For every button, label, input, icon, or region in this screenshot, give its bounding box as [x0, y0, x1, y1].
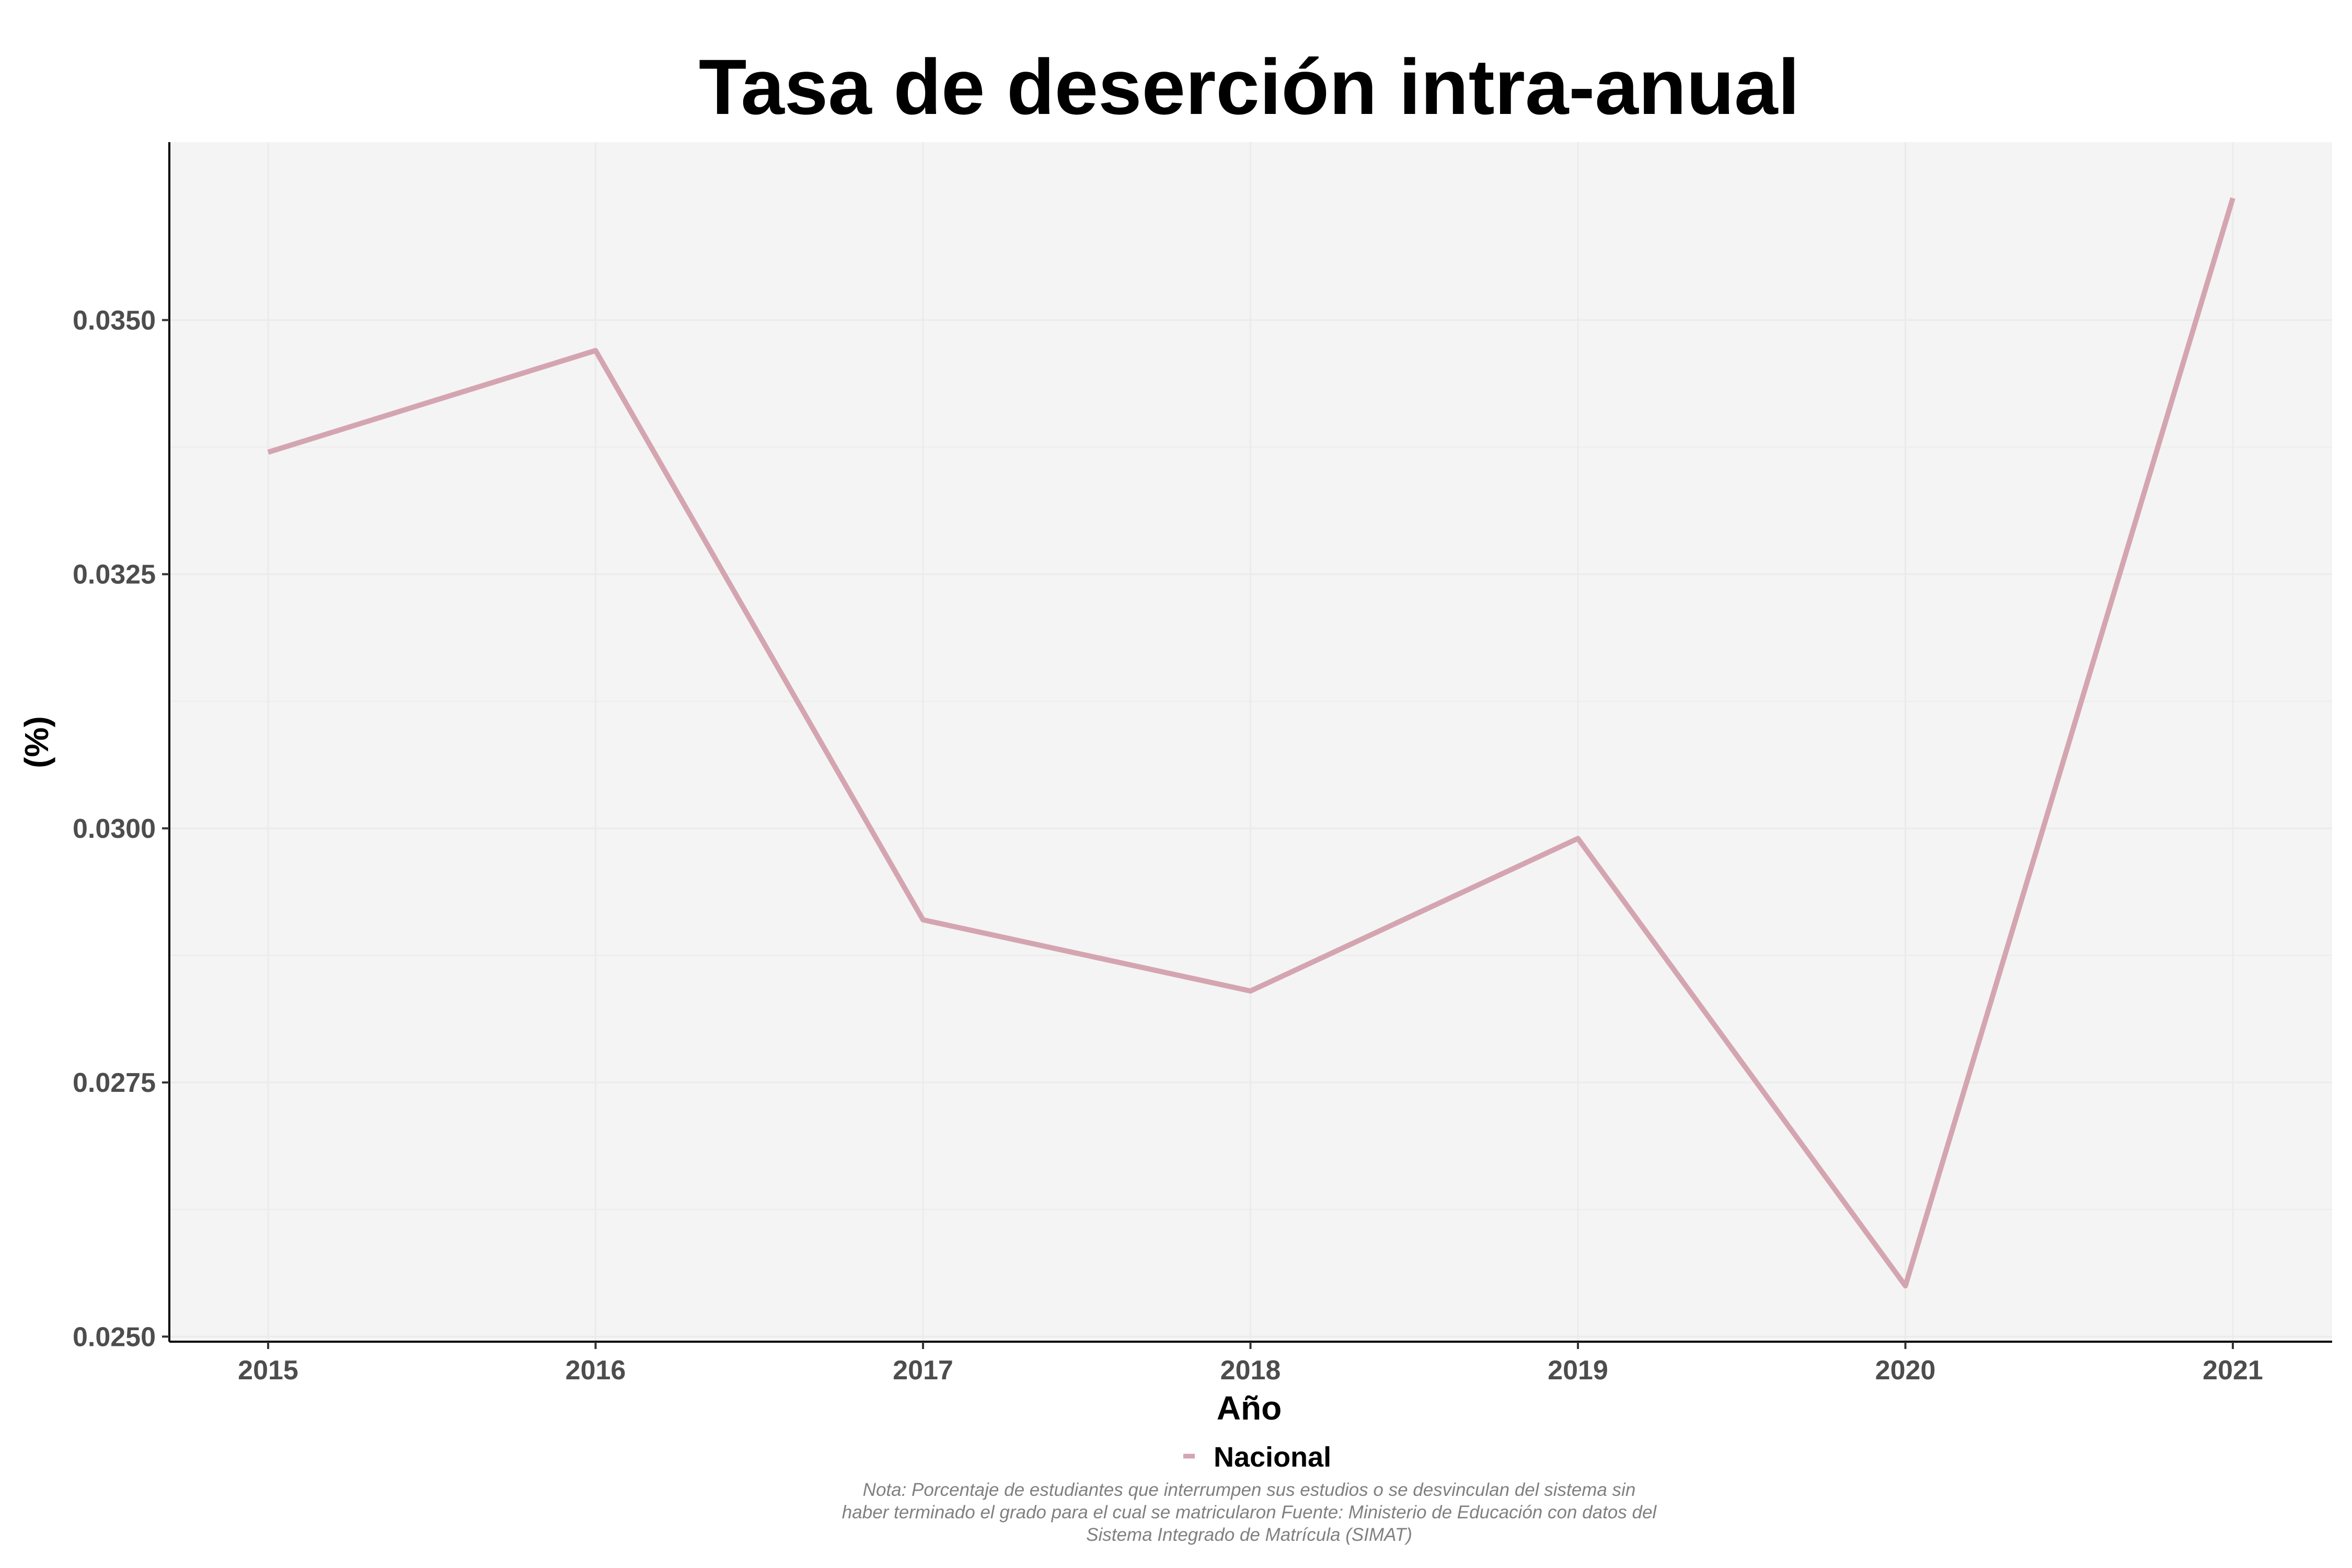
x-tick-label: 2018 [1220, 1355, 1281, 1386]
series-line-nacional [267, 197, 2235, 1289]
x-tick-label: 2016 [566, 1355, 626, 1386]
y-tick-label: 0.0300 [73, 814, 156, 844]
y-tick-label: 0.0275 [73, 1068, 156, 1098]
gridlines [169, 142, 2332, 1342]
legend: Nacional [1183, 1442, 1331, 1473]
x-tick-label: 2021 [2203, 1355, 2263, 1386]
tick-labels: 0.0250 0.0275 0.0300 0.0325 0.0350 2015 2016 20… [73, 305, 2263, 1386]
x-tick-label: 2020 [1875, 1355, 1936, 1386]
series-layer [267, 197, 2235, 1289]
chart-title: Tasa de deserción intra-anual [699, 43, 1800, 131]
x-tick-label: 2017 [893, 1355, 953, 1386]
axes [162, 142, 2332, 1349]
y-tick-label: 0.0325 [73, 560, 156, 590]
x-tick-label: 2015 [238, 1355, 298, 1386]
y-tick-label: 0.0250 [73, 1322, 156, 1352]
y-tick-label: 0.0350 [73, 305, 156, 336]
x-tick-label: 2019 [1548, 1355, 1608, 1386]
caption-line-1: Nota: Porcentaje de estudiantes que inte… [863, 1480, 1636, 1500]
caption-line-2: haber terminado el grado para el cual se… [842, 1502, 1657, 1523]
y-axis-title: (%) [18, 716, 55, 768]
legend-label-nacional: Nacional [1214, 1442, 1331, 1473]
caption: Nota: Porcentaje de estudiantes que inte… [842, 1480, 1657, 1545]
caption-line-3: Sistema Integrado de Matrícula (SIMAT) [1086, 1525, 1412, 1545]
x-axis-title: Año [1217, 1389, 1282, 1427]
